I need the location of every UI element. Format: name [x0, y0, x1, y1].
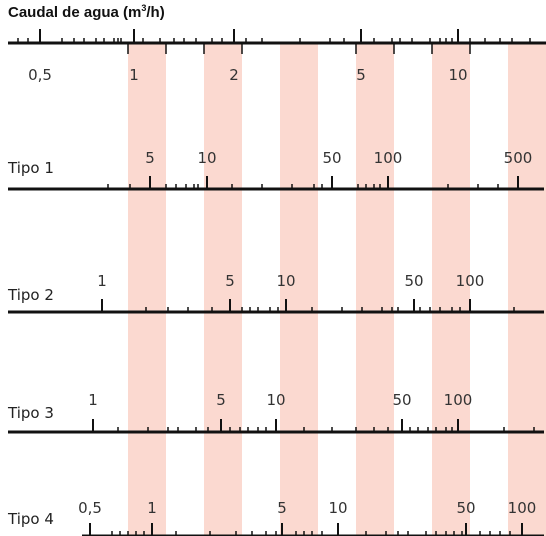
scale-0-tick-label: 1	[129, 66, 139, 84]
chart-title: Caudal de agua (m3/h)	[8, 3, 165, 21]
title-suffix: /h)	[146, 4, 165, 21]
scale-1-tick-label: 10	[197, 149, 216, 167]
scale-1-tick-label: 500	[504, 149, 533, 167]
scale-2-name: Tipo 2	[7, 286, 54, 304]
scale-4-tick-label: 0,5	[78, 499, 102, 517]
title-prefix: Caudal de agua (m	[8, 4, 142, 21]
shade-band-3	[280, 44, 318, 536]
shade-band-5	[432, 44, 470, 536]
scale-3-name: Tipo 3	[7, 404, 54, 422]
scale-4-tick-label: 1	[147, 499, 157, 517]
scale-3-tick-label: 5	[216, 391, 226, 409]
scale-1-tick-label: 5	[145, 149, 155, 167]
scale-2-tick-label: 1	[97, 272, 107, 290]
scale-3-tick-label: 100	[444, 391, 473, 409]
scale-2-tick-label: 100	[456, 272, 485, 290]
scale-0-tick-label: 0,5	[28, 66, 52, 84]
scale-3-tick-label: 1	[88, 391, 98, 409]
scale-3-tick-label: 50	[392, 391, 411, 409]
scale-2-tick-label: 5	[225, 272, 235, 290]
scale-2-tick-label: 50	[404, 272, 423, 290]
scale-2-tick-label: 10	[276, 272, 295, 290]
shade-band-1	[128, 44, 166, 536]
shade-band-6	[508, 44, 546, 536]
scale-4-tick-label: 10	[328, 499, 347, 517]
scale-4-tick-label: 50	[456, 499, 475, 517]
scale-0-tick-label: 10	[448, 66, 467, 84]
scale-4-tick-label: 5	[277, 499, 287, 517]
scale-3-tick-label: 10	[266, 391, 285, 409]
scale-1-tick-label: 50	[322, 149, 341, 167]
scale-0-tick-label: 2	[229, 66, 239, 84]
scale-1-tick-label: 100	[374, 149, 403, 167]
title-superscript: 3	[141, 3, 147, 13]
scale-1-name: Tipo 1	[7, 159, 54, 177]
shade-band-2	[204, 44, 242, 536]
scale-0-tick-label: 5	[356, 66, 366, 84]
scale-4-name: Tipo 4	[7, 510, 54, 528]
scale-4-tick-label: 100	[508, 499, 537, 517]
shade-band-4	[356, 44, 394, 536]
